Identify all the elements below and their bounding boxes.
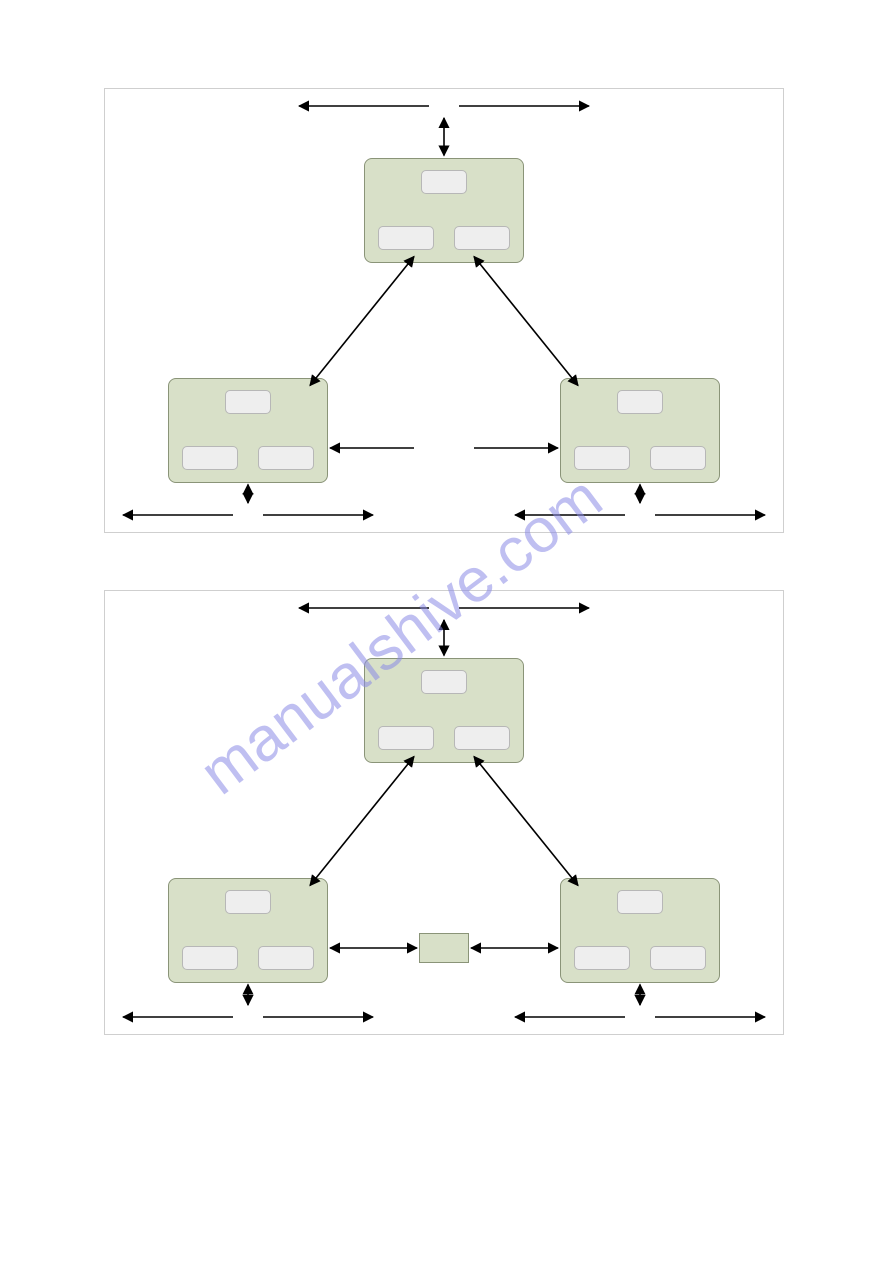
node-sub xyxy=(650,446,706,470)
node-sub xyxy=(454,726,510,750)
node-sub xyxy=(421,670,467,694)
node-sub xyxy=(574,446,630,470)
node-sub xyxy=(378,726,434,750)
node-sub xyxy=(617,390,663,414)
node-sub xyxy=(574,946,630,970)
node-sub xyxy=(182,946,238,970)
node-sub xyxy=(421,170,467,194)
node-sub xyxy=(225,390,271,414)
node-sub xyxy=(454,226,510,250)
node-sub xyxy=(378,226,434,250)
node-sub xyxy=(258,946,314,970)
node-sub xyxy=(258,446,314,470)
node-sub xyxy=(225,890,271,914)
node-sub xyxy=(617,890,663,914)
node-sub xyxy=(182,446,238,470)
node-sub xyxy=(650,946,706,970)
center-small-box xyxy=(419,933,469,963)
